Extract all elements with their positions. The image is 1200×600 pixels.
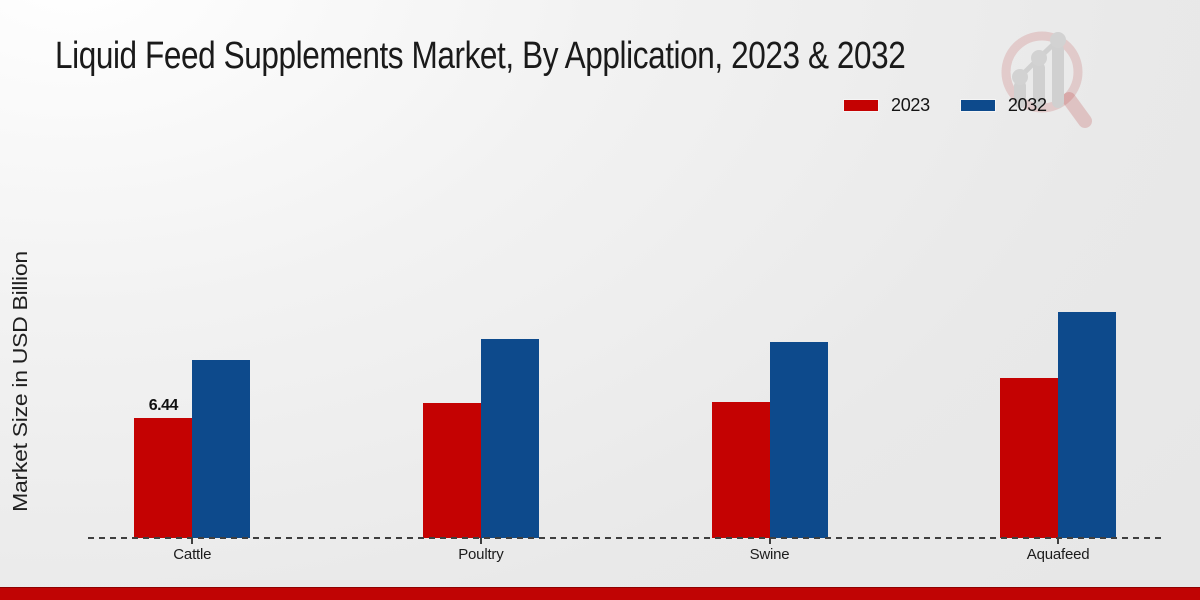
legend-item-2023: 2023	[843, 95, 930, 116]
x-axis-tick-swine	[768, 538, 771, 544]
x-axis-baseline	[88, 537, 1162, 539]
legend-label-2023: 2023	[891, 95, 930, 115]
legend-swatch-2032	[959, 99, 996, 112]
bar-2023-cattle	[134, 418, 193, 538]
bar-2023-poultry	[422, 402, 481, 538]
data-label-2023-cattle: 6.44	[148, 397, 179, 414]
x-axis-tick-aquafeed	[1057, 538, 1060, 544]
x-axis-label-swine: Swine	[749, 546, 790, 563]
bar-2032-cattle	[192, 360, 251, 538]
bar-2032-swine	[769, 341, 828, 538]
legend-swatch-2023	[843, 99, 879, 112]
chart-title: Liquid Feed Supplements Market, By Appli…	[55, 35, 906, 77]
x-axis-tick-poultry	[479, 538, 482, 544]
x-axis-label-aquafeed: Aquafeed	[1026, 546, 1090, 563]
legend: 2023 2032	[843, 95, 1047, 116]
bar-2023-aquafeed	[1000, 377, 1059, 538]
magnifier-bar-chart-logo	[1001, 31, 1092, 128]
bar-2023-swine	[711, 401, 770, 538]
bar-2032-poultry	[480, 338, 539, 538]
x-axis-label-poultry: Poultry	[458, 546, 504, 563]
x-axis-label-cattle: Cattle	[173, 546, 212, 563]
legend-item-2032: 2032	[959, 95, 1047, 116]
footer-accent-bar	[0, 587, 1200, 600]
legend-label-2032: 2032	[1007, 95, 1047, 115]
bar-2032-aquafeed	[1058, 311, 1117, 538]
x-axis-tick-cattle	[191, 538, 194, 544]
